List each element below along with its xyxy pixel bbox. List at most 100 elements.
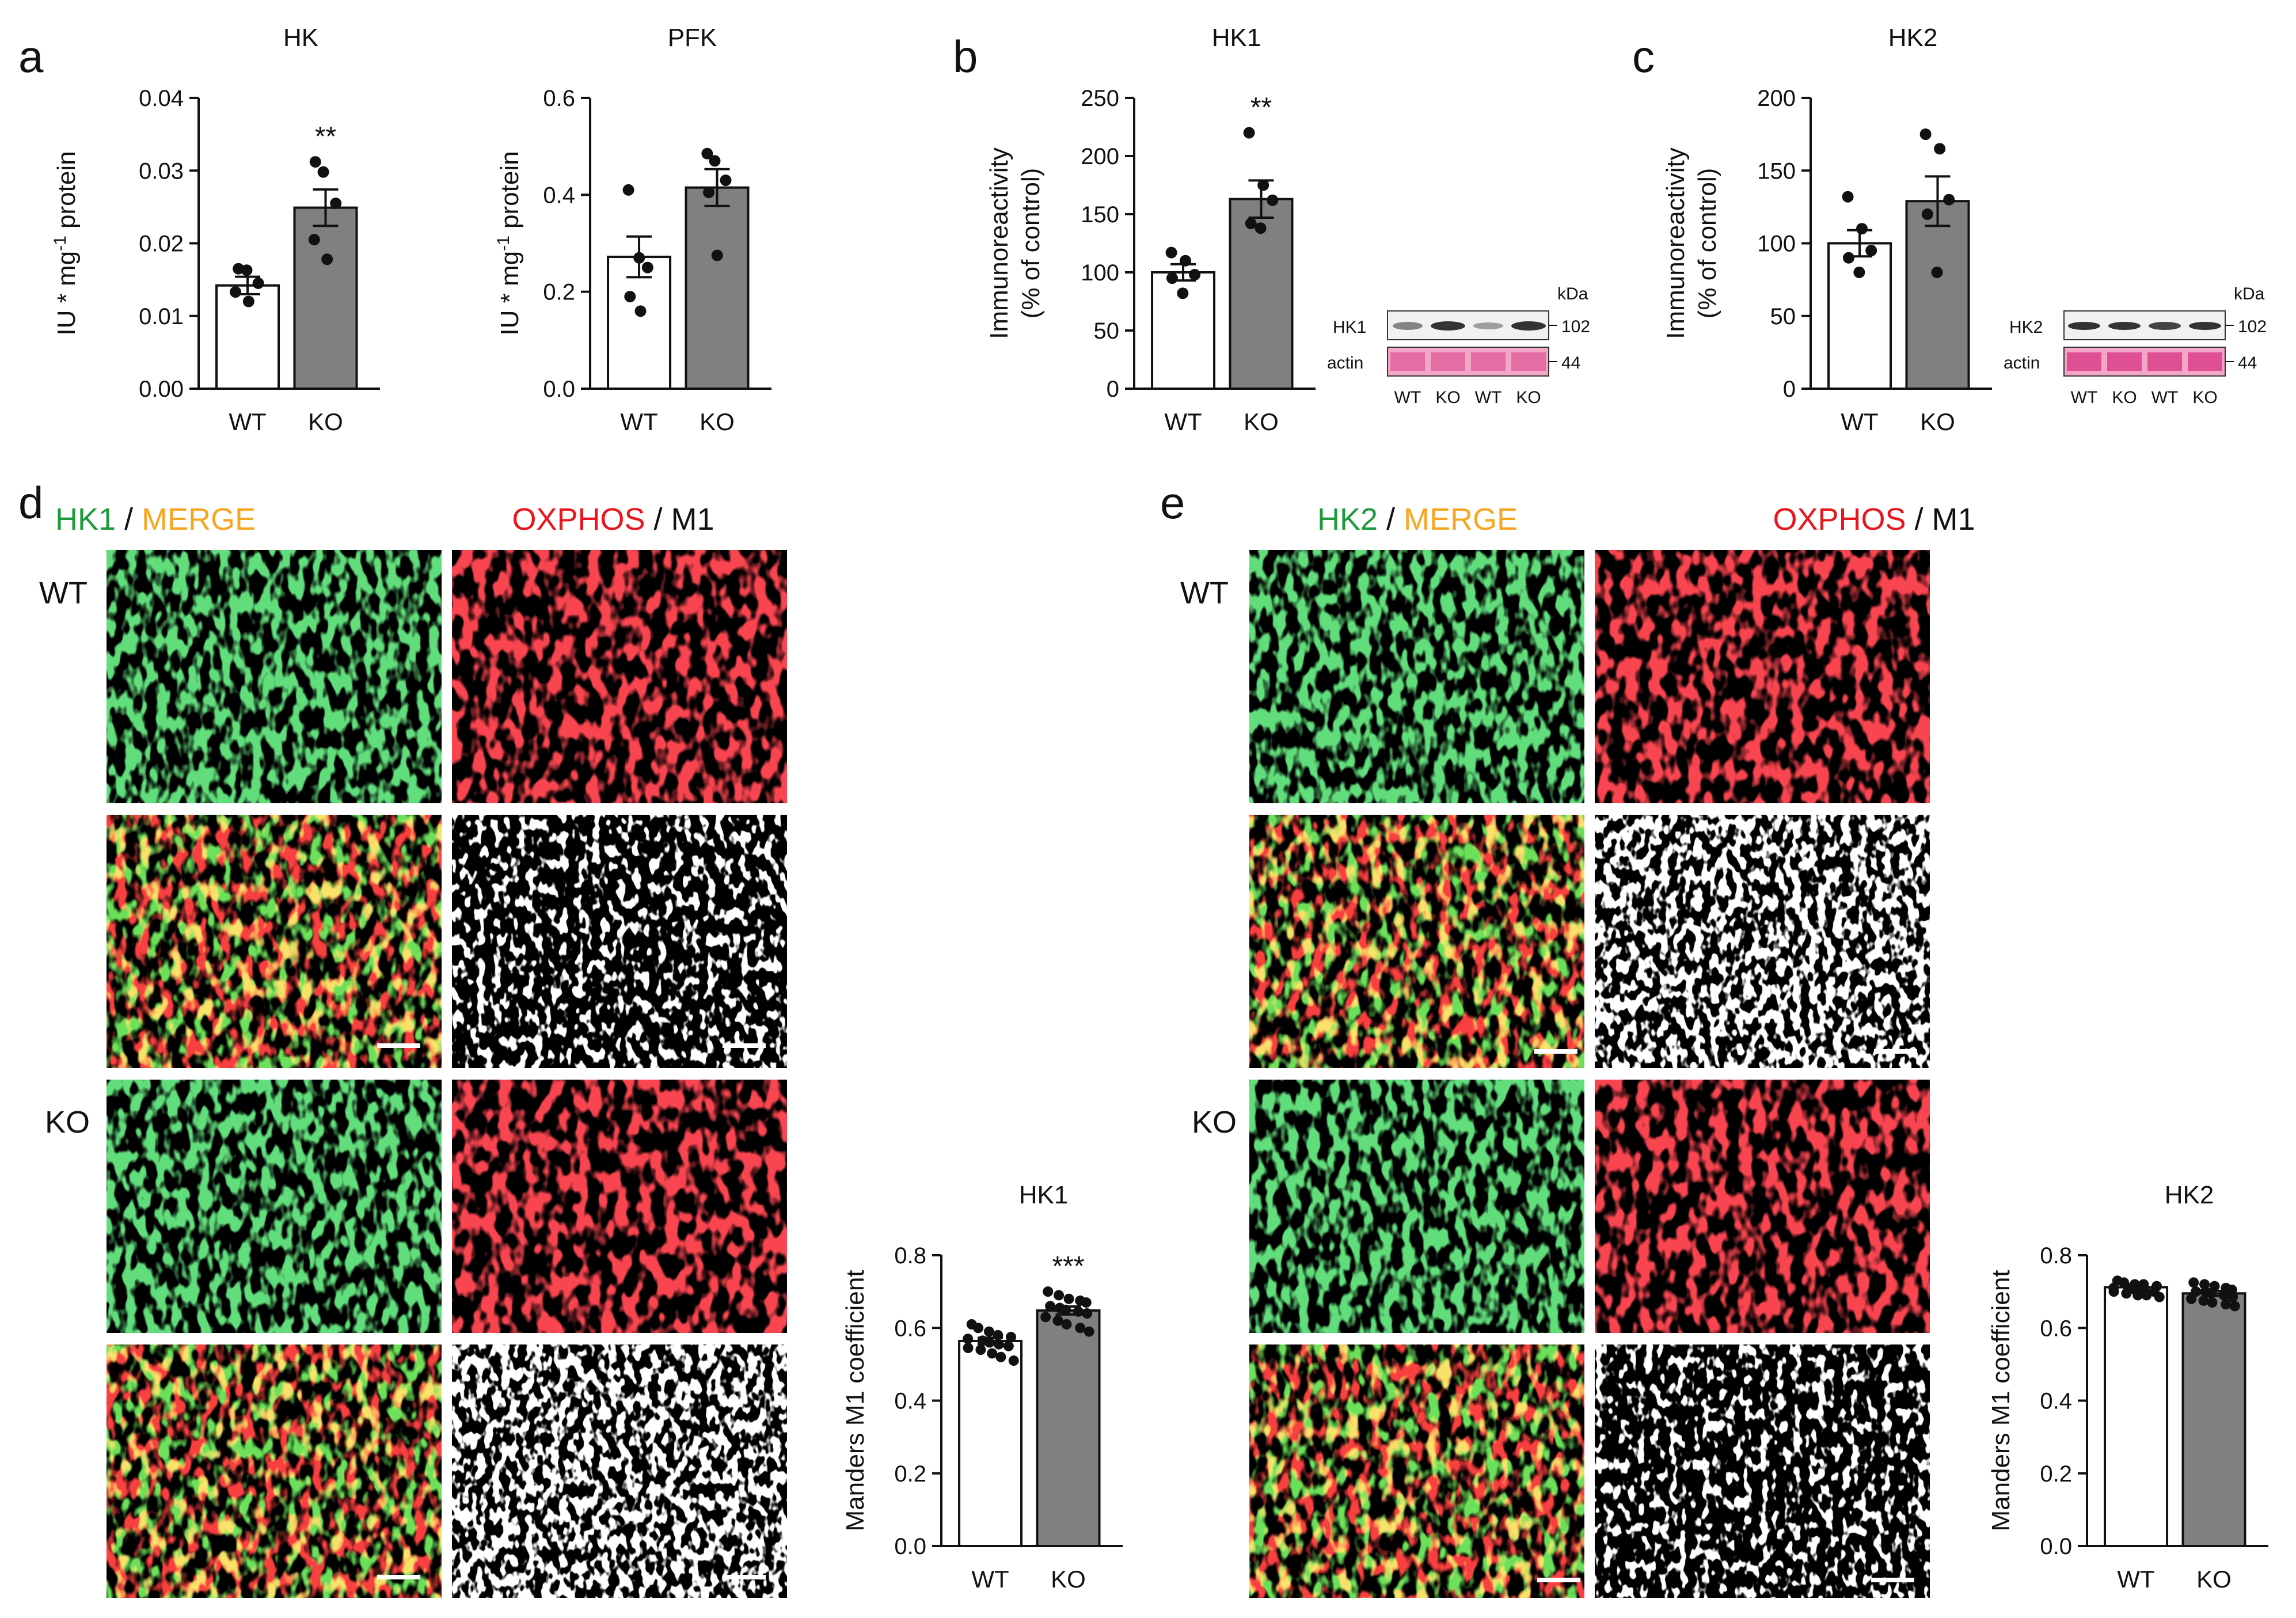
x-tick-label: WT [620,408,657,435]
data-point [973,1323,984,1334]
y-tick-label: 0.04 [139,86,184,111]
data-point [1003,1340,1014,1351]
y-tick-label: 0.4 [543,183,575,208]
blot-lane-label: KO [1516,388,1541,407]
scale-bar [1537,1578,1580,1582]
chart-title: HK2 [2165,1181,2214,1209]
significance-label: *** [1052,1251,1084,1282]
scale-bar [1534,1049,1577,1054]
micrograph-hk1-ko [107,1080,442,1333]
data-point [1006,1332,1017,1343]
significance-label: ** [1250,93,1272,123]
data-point [330,197,342,210]
data-point [2188,1277,2199,1288]
data-point [2227,1292,2238,1302]
data-point [633,252,645,264]
data-point [983,1326,994,1337]
y-axis-label: Manders M1 coefficient [1987,1270,2015,1531]
data-point [2154,1292,2165,1302]
data-point [1943,193,1955,206]
data-point [1179,255,1191,267]
y-axis-label: Manders M1 coefficient [841,1270,869,1531]
y-tick-label: 0.6 [894,1316,926,1341]
x-tick-label: KO [1051,1566,1086,1593]
blot-lane-label: WT [1394,388,1421,407]
data-point [975,1344,986,1355]
panel-label-b: b [953,31,978,82]
panel-label-a: a [18,31,44,82]
x-tick-label: KO [1920,408,1955,435]
data-point [1243,127,1255,139]
y-tick-label: 0.02 [139,231,184,257]
micrograph-merge-ko [1249,1344,1584,1598]
x-tick-label: KO [2196,1566,2232,1593]
y-axis-label: Immunoreactivity [985,147,1013,339]
data-point [993,1339,1004,1350]
band [1431,352,1465,371]
y-tick-label: 0.8 [2040,1243,2072,1268]
x-tick-label: KO [700,408,735,435]
y-label-superscript: -1 [51,236,70,251]
data-point [1255,222,1267,234]
data-point [984,1337,995,1348]
y-tick-label: 250 [1081,86,1119,111]
data-point [1177,287,1189,299]
data-point [1842,252,1854,264]
data-point [2108,1286,2119,1297]
blot-kda-label: kDa [2234,284,2265,303]
y-tick-label: 0.2 [543,280,575,305]
y-tick-label: 0 [1107,377,1119,402]
micrograph-merge-wt [107,815,442,1068]
data-point [230,286,242,298]
data-point [1075,1323,1086,1334]
bar-ko [2181,1292,2246,1547]
data-point [709,155,721,167]
data-point [317,166,329,178]
band [1390,352,1425,371]
data-point [1054,1290,1065,1301]
blot-lane-label: KO [2192,388,2217,407]
bar-ko [293,206,358,390]
data-point [1267,194,1279,206]
band [2188,352,2222,371]
y-tick-label: 0.0 [894,1534,926,1559]
data-point [2198,1295,2209,1306]
data-point [2229,1301,2240,1312]
micrograph-merge-wt [1249,815,1584,1068]
scale-bar [377,1043,420,1048]
data-point [1040,1312,1051,1323]
micrographs-e: HK2 / MERGE OXPHOS / M1 WT KO [1180,502,1975,1598]
y-tick-label: 0.0 [2040,1534,2072,1559]
label-oxphos: OXPHOS [1773,502,1906,537]
bar-wt [958,1339,1023,1548]
blot-lane-label: WT [2151,388,2179,407]
y-tick-label: 150 [1757,158,1796,184]
y-tick-label: 0.4 [2040,1389,2072,1414]
chart-hk2-immunoreactivity: HK2 0 50 100 150 200 Immunoreactivity (% of con… [1662,24,1992,435]
y-tick-label: 50 [1094,318,1120,344]
data-point [2121,1288,2132,1299]
data-point [711,249,723,261]
y-axis-label: (% of control) [1693,168,1721,319]
data-point [701,147,713,159]
data-point [1060,1304,1071,1315]
y-tick-label: 0.6 [2040,1316,2072,1341]
band [2108,322,2141,330]
data-point [634,305,647,317]
row-label-wt: WT [39,576,88,610]
data-point [1166,272,1178,284]
blot-lane-label: KO [2112,388,2137,407]
significance-label: ** [315,121,336,152]
micrograph-m1-wt [1595,815,1930,1068]
y-tick-label: 100 [1081,260,1119,286]
y-axis-label: IU * mg-1 protein [494,151,524,335]
blot-band-kda: 102 [2238,317,2267,336]
data-point [963,1334,974,1344]
data-point [309,156,321,168]
band [2147,352,2182,371]
column-header-right: OXPHOS / M1 [512,502,714,537]
data-point [1931,267,1943,278]
data-point [252,277,264,289]
panel-label-d: d [18,477,43,528]
